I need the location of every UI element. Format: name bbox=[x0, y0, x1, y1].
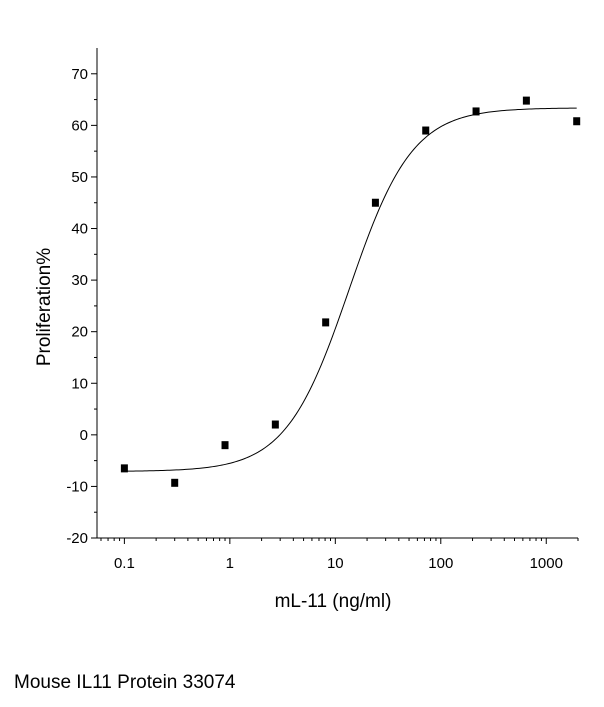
y-tick-label: 40 bbox=[71, 221, 88, 238]
data-point bbox=[221, 441, 229, 450]
x-tick-label: 1000 bbox=[530, 555, 563, 572]
y-tick-label: -10 bbox=[66, 478, 88, 495]
y-axis-title: Proliferation% bbox=[34, 248, 55, 366]
data-point bbox=[322, 318, 330, 327]
data-point bbox=[371, 198, 379, 207]
y-tick-label: 10 bbox=[71, 375, 88, 392]
x-axis: 0.1 1 10 100 1000 bbox=[97, 537, 579, 572]
data-point bbox=[171, 478, 179, 487]
data-point bbox=[120, 464, 128, 473]
y-tick-label: 70 bbox=[71, 66, 88, 83]
y-tick-label: 60 bbox=[71, 117, 88, 134]
x-tick-label: 100 bbox=[428, 555, 453, 572]
y-axis: -20 -10 0 10 20 30 40 50 60 70 bbox=[66, 48, 98, 547]
y-tick-label: 30 bbox=[71, 272, 88, 289]
data-point bbox=[271, 420, 279, 429]
fit-curve bbox=[124, 107, 577, 472]
x-tick-label: 10 bbox=[327, 555, 344, 572]
caption: Mouse IL11 Protein 33074 bbox=[14, 672, 236, 693]
y-tick-label: 50 bbox=[71, 169, 88, 186]
x-tick-label: 1 bbox=[226, 555, 234, 572]
y-tick-label: -20 bbox=[66, 530, 88, 547]
y-tick-label: 0 bbox=[80, 427, 88, 444]
x-tick-label: 0.1 bbox=[114, 555, 135, 572]
data-point bbox=[422, 126, 430, 135]
y-tick-label: 20 bbox=[71, 324, 88, 341]
x-axis-title: mL-11 (ng/ml) bbox=[275, 591, 392, 612]
data-point bbox=[522, 96, 530, 105]
data-point bbox=[472, 107, 480, 116]
data-point bbox=[573, 117, 581, 126]
data-points bbox=[120, 96, 581, 487]
chart: -20 -10 0 10 20 30 40 50 60 70 0.1 1 10 100 1000 Prol… bbox=[34, 48, 581, 612]
